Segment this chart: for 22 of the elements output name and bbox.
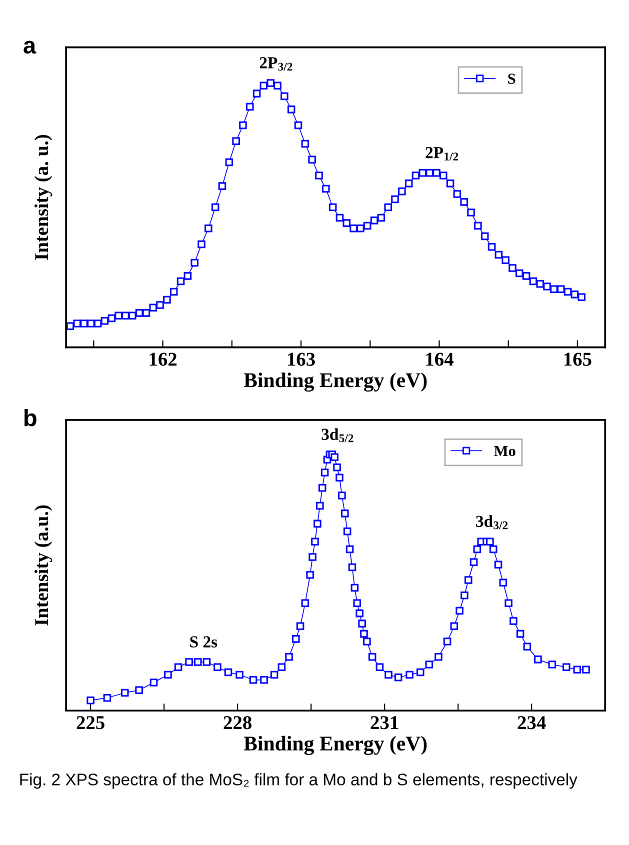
x-tick-label: 231 xyxy=(370,716,398,730)
y-axis-title: Intensity (a. u.) xyxy=(34,134,52,260)
text: b xyxy=(24,408,36,426)
x-tick-label: 163 xyxy=(288,352,315,366)
legend-label: Mo xyxy=(494,446,516,456)
x-tick-label: 225 xyxy=(76,716,104,730)
annotation: 3d$_{5/2}$ xyxy=(322,428,354,442)
annotation: 2P$_{3/2}$ xyxy=(260,57,292,71)
annotation: 2P$_{1/2}$ xyxy=(426,147,458,160)
legend-label: S xyxy=(508,74,516,84)
x-tick-label: 234 xyxy=(518,716,546,730)
annotation: S 2s xyxy=(190,636,218,648)
x-tick-label: 228 xyxy=(224,716,252,730)
x-axis-title: Binding Energy (eV) xyxy=(244,736,427,755)
x-tick-label: 162 xyxy=(150,352,177,366)
y-axis-title: Intensity (a.u.) xyxy=(34,505,52,626)
annotation: 3d$_{3/2}$ xyxy=(476,515,508,530)
x-axis-title: Binding Energy (eV) xyxy=(244,372,427,392)
caption: Fig. 2 XPS spectra of the MoS₂ film for a Mo and b S elements, respectively xyxy=(20,773,578,789)
x-tick-label: 165 xyxy=(564,352,592,366)
x-tick-label: 164 xyxy=(426,352,454,366)
text: a xyxy=(24,40,36,54)
